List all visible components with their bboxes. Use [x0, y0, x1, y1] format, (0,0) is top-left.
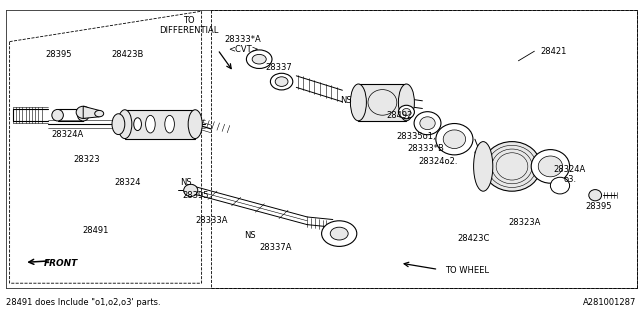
Ellipse shape — [402, 108, 411, 116]
Text: 28337: 28337 — [265, 63, 292, 72]
Ellipse shape — [246, 50, 272, 68]
Text: NS: NS — [340, 96, 351, 105]
Ellipse shape — [398, 84, 415, 121]
Text: 28333A: 28333A — [195, 216, 227, 225]
Text: 28421: 28421 — [540, 47, 567, 56]
Ellipse shape — [165, 115, 175, 133]
Bar — [125, 110, 195, 139]
Ellipse shape — [52, 109, 63, 121]
Text: 28324: 28324 — [115, 178, 141, 187]
Ellipse shape — [184, 184, 198, 196]
Ellipse shape — [252, 54, 266, 64]
Text: 28333*A
<CVT>: 28333*A <CVT> — [225, 35, 262, 54]
Ellipse shape — [77, 109, 89, 121]
Text: 28423C: 28423C — [458, 234, 490, 243]
Text: 28395: 28395 — [182, 191, 209, 200]
Ellipse shape — [330, 227, 348, 240]
Text: A281001287: A281001287 — [584, 298, 637, 307]
Ellipse shape — [398, 105, 415, 119]
Ellipse shape — [322, 221, 357, 246]
Text: 28324o2.: 28324o2. — [419, 157, 458, 166]
Text: 28323: 28323 — [73, 156, 100, 164]
Polygon shape — [83, 106, 99, 118]
Ellipse shape — [271, 73, 293, 90]
Text: 28423B: 28423B — [112, 50, 144, 59]
Ellipse shape — [443, 130, 466, 148]
Ellipse shape — [414, 112, 441, 135]
Ellipse shape — [483, 141, 541, 191]
Text: TO
DIFFERENTIAL: TO DIFFERENTIAL — [159, 16, 218, 35]
Text: 28333*B: 28333*B — [407, 144, 444, 153]
Ellipse shape — [134, 118, 141, 131]
Ellipse shape — [535, 156, 547, 177]
Ellipse shape — [351, 84, 367, 121]
Ellipse shape — [436, 124, 473, 155]
Text: 28491: 28491 — [83, 226, 109, 235]
Text: 28335o1,: 28335o1, — [396, 132, 436, 140]
Ellipse shape — [112, 114, 125, 134]
Text: 28337A: 28337A — [259, 244, 291, 252]
Text: NS: NS — [180, 178, 191, 187]
Text: 28324A: 28324A — [51, 130, 83, 139]
Text: 28323A: 28323A — [509, 218, 541, 227]
Ellipse shape — [275, 77, 288, 86]
Ellipse shape — [531, 149, 570, 183]
Ellipse shape — [538, 156, 563, 177]
Text: 28491 does Include "o1,o2,o3' parts.: 28491 does Include "o1,o2,o3' parts. — [6, 298, 161, 307]
Ellipse shape — [76, 106, 90, 118]
Ellipse shape — [474, 141, 493, 191]
Ellipse shape — [118, 110, 132, 139]
Ellipse shape — [550, 177, 570, 194]
Ellipse shape — [145, 115, 155, 133]
Text: 28395: 28395 — [585, 202, 612, 211]
Text: 28395: 28395 — [45, 50, 72, 59]
Ellipse shape — [188, 110, 202, 139]
Text: FRONT: FRONT — [44, 260, 78, 268]
Bar — [358, 84, 406, 121]
Ellipse shape — [589, 189, 602, 201]
Text: 28492: 28492 — [387, 111, 413, 120]
Ellipse shape — [420, 117, 435, 130]
Text: TO WHEEL: TO WHEEL — [445, 266, 489, 275]
Ellipse shape — [95, 110, 104, 117]
Text: NS: NS — [244, 231, 255, 240]
Text: 28324A
o3.: 28324A o3. — [554, 165, 586, 184]
